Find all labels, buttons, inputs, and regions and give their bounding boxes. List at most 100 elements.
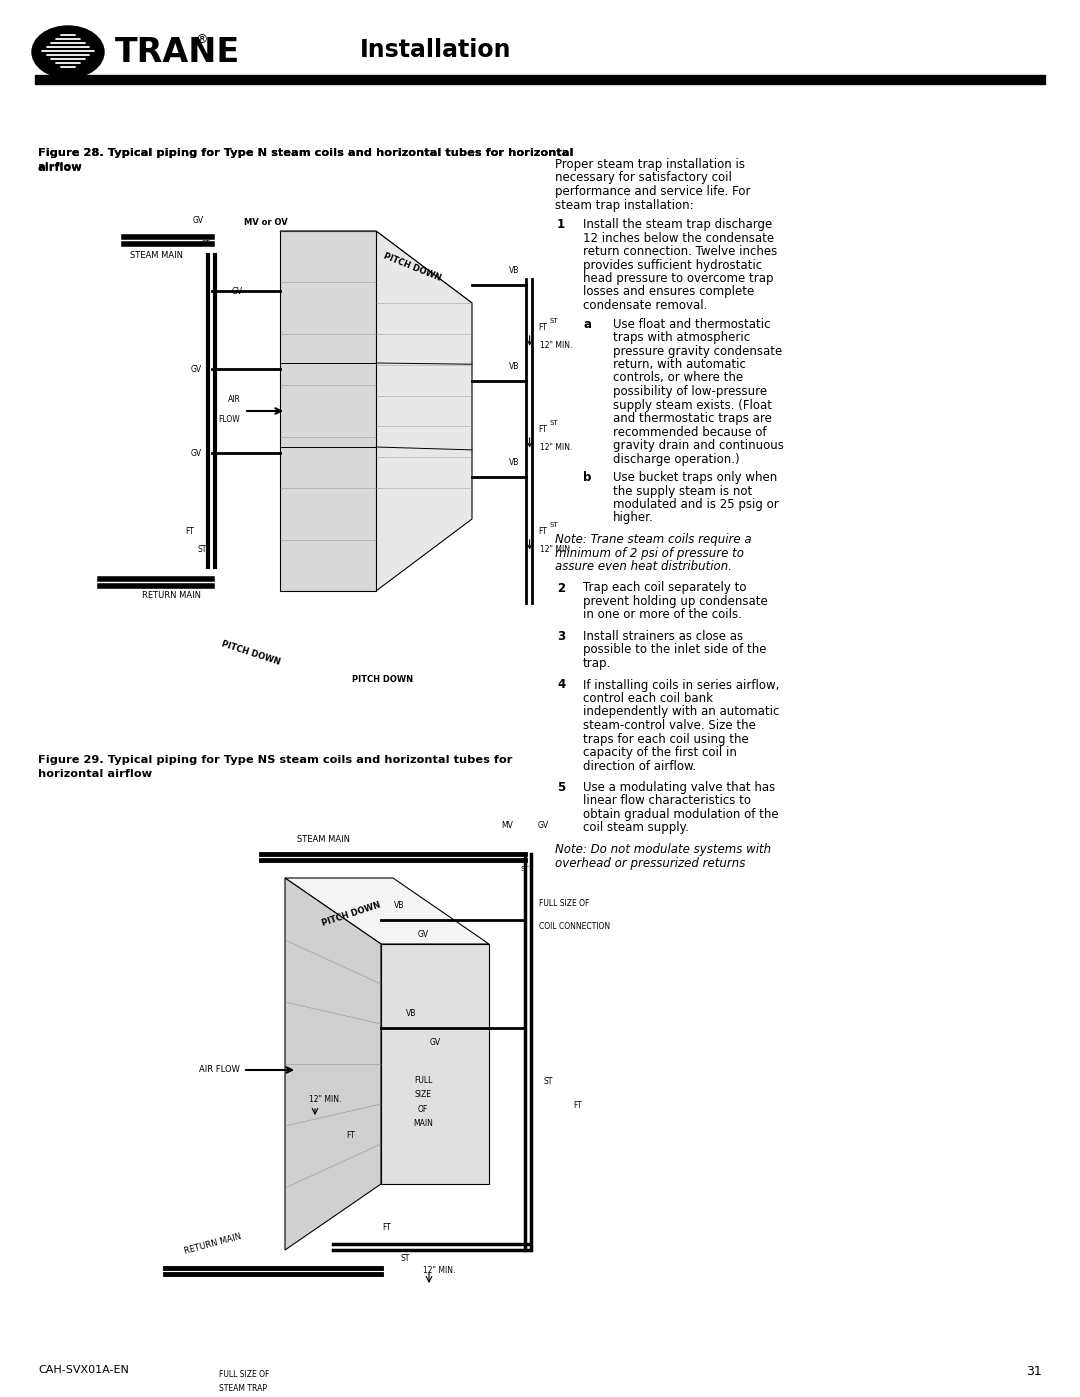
Text: GV: GV [538,821,549,830]
Text: 12 inches below the condensate: 12 inches below the condensate [583,232,774,244]
Text: 31: 31 [1026,1365,1042,1377]
Text: FT: FT [538,527,546,535]
Text: FULL SIZE OF: FULL SIZE OF [219,1370,269,1379]
Text: GV: GV [232,286,243,296]
Text: AIR FLOW: AIR FLOW [199,1066,240,1074]
Text: control each coil bank: control each coil bank [583,692,713,705]
Text: airflow: airflow [38,163,83,173]
Polygon shape [381,944,489,1185]
Text: VB: VB [406,1010,416,1018]
Text: If installing coils in series airflow,: If installing coils in series airflow, [583,679,780,692]
Text: traps for each coil using the: traps for each coil using the [583,732,748,746]
Text: recommended because of: recommended because of [613,426,767,439]
Text: GV: GV [190,365,202,373]
Text: GV: GV [430,1038,441,1046]
Text: performance and service life. For: performance and service life. For [555,184,751,198]
Text: Figure 29. Typical piping for Type NS steam coils and horizontal tubes for: Figure 29. Typical piping for Type NS st… [38,754,512,766]
Text: 2: 2 [557,581,565,595]
Text: capacity of the first coil in: capacity of the first coil in [583,746,737,759]
Text: return, with automatic: return, with automatic [613,358,746,372]
Text: MAIN: MAIN [413,1119,433,1129]
Text: possible to the inlet side of the: possible to the inlet side of the [583,644,767,657]
Text: ST: ST [401,1253,409,1263]
Text: FT: FT [186,527,194,535]
Text: traps with atmospheric: traps with atmospheric [613,331,751,344]
Text: FT: FT [382,1222,391,1232]
Text: return connection. Twelve inches: return connection. Twelve inches [583,244,778,258]
Text: PITCH DOWN: PITCH DOWN [321,900,382,928]
Bar [35,75,1045,84]
Text: linear flow characteristics to: linear flow characteristics to [583,795,751,807]
Text: airflow: airflow [38,162,83,172]
Text: 12" MIN.: 12" MIN. [540,545,572,553]
Text: FT: FT [347,1132,355,1140]
Text: FULL: FULL [414,1076,432,1085]
Text: VB: VB [394,901,404,911]
Polygon shape [285,877,381,1250]
Text: VB: VB [509,267,519,275]
Text: trap.: trap. [583,657,611,671]
Text: TRANE: TRANE [114,35,240,68]
Text: FT: FT [573,1101,582,1111]
Text: b: b [583,471,592,483]
Text: Installation: Installation [360,38,512,61]
Text: the supply steam is not: the supply steam is not [613,485,753,497]
Text: condensate removal.: condensate removal. [583,299,707,312]
Text: discharge operation.): discharge operation.) [613,453,740,465]
Text: 4: 4 [557,679,565,692]
Text: Use a modulating valve that has: Use a modulating valve that has [583,781,775,793]
Text: STEAM MAIN: STEAM MAIN [130,251,183,260]
Text: RETURN MAIN: RETURN MAIN [141,591,201,599]
Text: 12" MIN.: 12" MIN. [423,1266,456,1274]
Text: steam-control valve. Size the: steam-control valve. Size the [583,719,756,732]
Text: Note: Trane steam coils require a: Note: Trane steam coils require a [555,534,752,546]
Text: ST: ST [201,240,210,246]
Text: STEAM MAIN: STEAM MAIN [297,835,350,844]
Polygon shape [280,231,472,303]
Text: Use bucket traps only when: Use bucket traps only when [613,471,778,483]
Text: ST: ST [550,420,558,426]
Text: PITCH DOWN: PITCH DOWN [220,638,281,666]
Text: 1: 1 [557,218,565,231]
Text: FULL SIZE OF: FULL SIZE OF [539,900,590,908]
Text: FT: FT [538,425,546,433]
Text: horizontal airflow: horizontal airflow [38,768,152,780]
Text: modulated and is 25 psig or: modulated and is 25 psig or [613,497,779,511]
Text: steam trap installation:: steam trap installation: [555,198,693,211]
Text: 5: 5 [557,781,565,793]
Text: ST: ST [198,545,206,553]
Text: in one or more of the coils.: in one or more of the coils. [583,609,742,622]
Text: Install strainers as close as: Install strainers as close as [583,630,743,643]
Text: ST: ST [543,1077,552,1087]
Text: ST: ST [550,319,558,324]
Text: overhead or pressurized returns: overhead or pressurized returns [555,856,745,869]
Text: higher.: higher. [613,511,653,524]
Text: COIL CONNECTION: COIL CONNECTION [539,922,610,932]
Text: MV: MV [501,821,513,830]
Text: possibility of low-pressure: possibility of low-pressure [613,386,767,398]
Text: Use float and thermostatic: Use float and thermostatic [613,317,770,331]
Text: a: a [583,317,591,331]
Text: GV: GV [418,929,429,939]
Text: 3: 3 [557,630,565,643]
Text: independently with an automatic: independently with an automatic [583,705,780,718]
Text: SIZE: SIZE [415,1091,432,1099]
Text: prevent holding up condensate: prevent holding up condensate [583,595,768,608]
Text: PITCH DOWN: PITCH DOWN [382,251,442,282]
Text: ST: ST [550,522,558,528]
Text: ST: ST [521,866,529,872]
Text: provides sufficient hydrostatic: provides sufficient hydrostatic [583,258,762,271]
Text: Figure 28. Typical piping for Type N steam coils and horizontal tubes for horizo: Figure 28. Typical piping for Type N ste… [38,148,573,158]
Text: necessary for satisfactory coil: necessary for satisfactory coil [555,172,732,184]
Text: RETURN MAIN: RETURN MAIN [183,1232,242,1256]
Text: PITCH DOWN: PITCH DOWN [352,675,414,685]
Text: VB: VB [509,458,519,468]
Text: Install the steam trap discharge: Install the steam trap discharge [583,218,772,231]
Text: OF: OF [418,1105,428,1113]
Ellipse shape [32,27,104,78]
Text: Proper steam trap installation is: Proper steam trap installation is [555,158,745,170]
Text: supply steam exists. (Float: supply steam exists. (Float [613,398,772,412]
Text: and thermostatic traps are: and thermostatic traps are [613,412,772,425]
Text: 12" MIN.: 12" MIN. [540,443,572,451]
Text: direction of airflow.: direction of airflow. [583,760,697,773]
